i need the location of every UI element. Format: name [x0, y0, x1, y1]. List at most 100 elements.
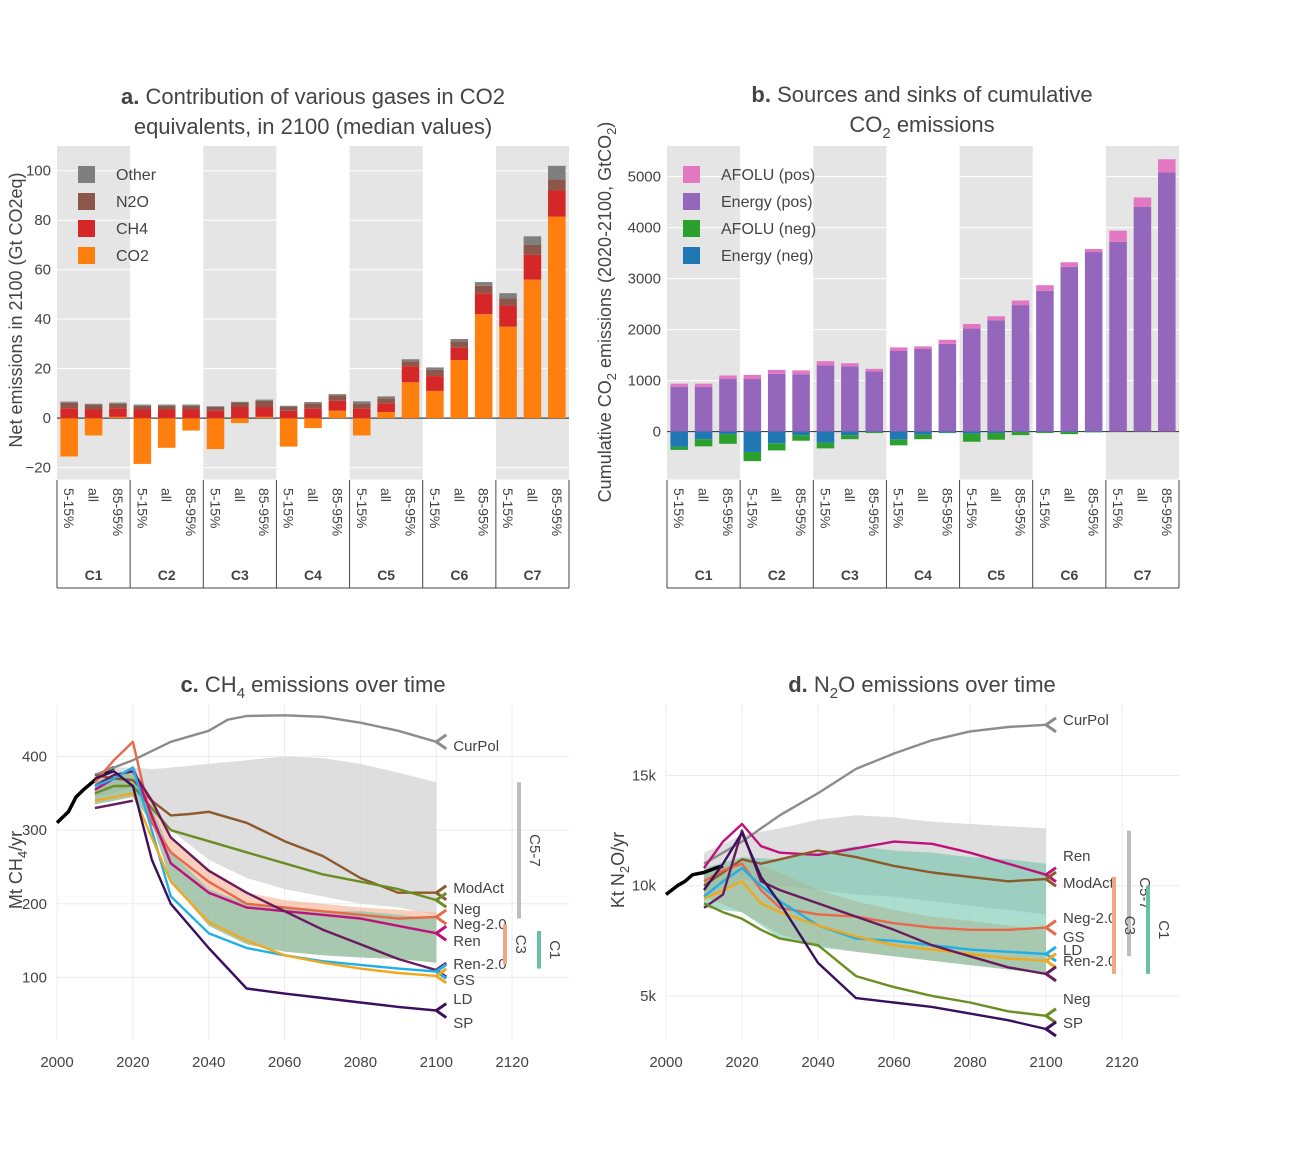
series-marker-curpol: [433, 733, 448, 751]
bar-energy-pos: [719, 379, 737, 432]
y-tick-label: 60: [34, 262, 51, 279]
bar-energy-neg: [987, 431, 1005, 434]
bar-afolu-pos: [1036, 285, 1054, 291]
bar-afolu-neg: [792, 435, 810, 441]
bar-afolu-neg: [889, 439, 908, 446]
bar-n2o: [304, 403, 322, 409]
bar-ch4: [182, 409, 200, 419]
x-tick-label: all: [232, 488, 248, 502]
x-tick-label: 2060: [268, 1054, 301, 1071]
range-bar-label-c3: C3: [512, 935, 529, 954]
series-label-gs: GS: [453, 972, 475, 989]
band-c5-7: [94, 756, 437, 915]
series-marker-gs: [433, 963, 448, 980]
panel-a-ylabel: Net emissions in 2100 (Gt CO2eq): [6, 172, 26, 447]
bar-afolu-neg: [962, 433, 981, 442]
bar-afolu-neg: [1084, 431, 1103, 433]
series-label-ren-2-0: Ren-2.0: [453, 956, 506, 973]
bar-co2: [401, 382, 420, 419]
x-tick-label: 2080: [344, 1054, 377, 1071]
x-tick-label: all: [305, 488, 321, 502]
bar-co2: [474, 314, 493, 419]
y-tick-label: 0: [653, 424, 661, 441]
series-label-sp: SP: [1063, 1015, 1083, 1032]
bar-n2o: [548, 179, 566, 191]
y-tick-label: 20: [34, 361, 51, 378]
range-bar-label-c1: C1: [1155, 920, 1172, 939]
range-bar-label-c5-7: C5-7: [526, 834, 543, 867]
bar-other: [377, 396, 395, 399]
bar-co2: [548, 216, 566, 419]
x-tick-label: 5-15%: [281, 488, 297, 528]
bar-co2: [255, 416, 274, 419]
bar-n2o: [133, 405, 152, 410]
series-marker-modact: [433, 884, 448, 901]
series-line-curpol: [94, 714, 437, 777]
bar-ch4: [499, 305, 517, 327]
bar-energy-pos: [865, 371, 884, 432]
bar-energy-pos: [743, 379, 762, 432]
bar-afolu-neg: [1036, 432, 1054, 434]
bar-co2: [84, 418, 103, 436]
panel-b-title-line2: CO2 emissions: [849, 112, 994, 142]
series-marker-ren: [1043, 866, 1057, 883]
bar-other: [60, 401, 78, 403]
bar-ch4: [157, 409, 176, 419]
group-label-c2: C2: [768, 567, 786, 583]
x-tick-label: 85-95%: [476, 488, 492, 536]
bar-n2o: [231, 402, 249, 408]
bar-ch4: [474, 293, 493, 315]
bar-n2o: [352, 403, 371, 409]
x-tick-label: 85-95%: [1086, 488, 1102, 536]
series-label-ren: Ren: [1063, 848, 1091, 865]
bar-n2o: [279, 407, 298, 411]
bar-afolu-neg: [1011, 432, 1030, 436]
bar-energy-pos: [694, 386, 713, 432]
legend-swatch-n2o: [78, 193, 95, 210]
range-bar-label-c5-7: C5-7: [1136, 877, 1153, 910]
bar-other: [499, 293, 517, 299]
series-line-neg-2-0: [703, 862, 1047, 931]
range-bar-label-c1: C1: [546, 940, 563, 959]
bar-other: [474, 282, 493, 286]
y-tick-label: 40: [34, 311, 51, 328]
bar-co2: [279, 418, 298, 447]
bar-afolu-neg: [767, 443, 786, 451]
legend-label-energy-pos: Energy (pos): [721, 194, 813, 211]
bar-energy-neg: [962, 431, 981, 434]
bar-other: [109, 402, 127, 404]
series-marker-neg-2-0: [1043, 919, 1057, 936]
band-c1: [704, 846, 1046, 974]
bar-ch4: [231, 407, 249, 419]
x-tick-label: 85-95%: [549, 488, 565, 536]
bar-afolu-pos: [1084, 249, 1103, 253]
panel-c-title: c. CH4 emissions over time: [180, 672, 445, 702]
series-label-curpol: CurPol: [1063, 712, 1109, 729]
bar-energy-pos: [1011, 305, 1030, 432]
series-line-ld: [94, 792, 437, 978]
bar-energy-pos: [1084, 252, 1103, 432]
series-line-modact: [94, 773, 437, 894]
group-label-c2: C2: [158, 567, 176, 583]
bar-energy-pos: [914, 348, 932, 432]
series-marker-ren-2-0: [1043, 965, 1057, 983]
series-line-ld: [703, 880, 1047, 962]
bar-energy-pos: [987, 320, 1005, 432]
x-tick-label: all: [769, 488, 785, 502]
bar-afolu-pos: [865, 368, 884, 372]
bar-afolu-neg: [865, 432, 884, 434]
bar-co2: [352, 418, 371, 436]
group-label-c4: C4: [304, 567, 322, 583]
bar-afolu-pos: [938, 339, 957, 344]
bar-afolu-neg: [743, 451, 762, 462]
bar-other: [401, 359, 420, 362]
legend-label-co2: CO2: [116, 248, 149, 265]
bar-other: [352, 401, 371, 404]
y-tick-label: 80: [34, 212, 51, 229]
bar-energy-neg: [816, 431, 835, 443]
x-tick-label: 5-15%: [500, 488, 516, 528]
legend-swatch-ch4: [78, 220, 95, 237]
bar-afolu-neg: [670, 446, 688, 450]
bar-ch4: [279, 410, 298, 419]
series-label-neg-2-0: Neg-2.0: [453, 916, 506, 933]
